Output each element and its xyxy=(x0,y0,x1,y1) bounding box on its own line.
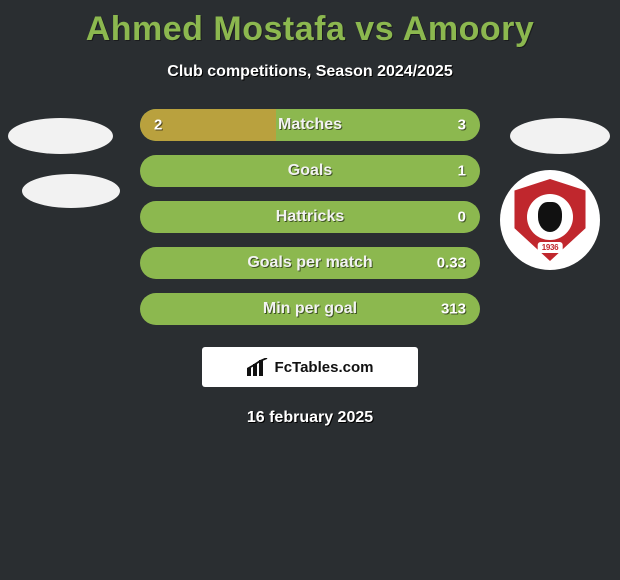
subtitle: Club competitions, Season 2024/2025 xyxy=(0,63,620,81)
stat-row: Min per goal 313 xyxy=(140,293,480,325)
player-right-avatar xyxy=(510,118,610,154)
stat-row: Goals 1 xyxy=(140,155,480,187)
player-left-club-avatar xyxy=(22,174,120,208)
stat-metric-label: Goals xyxy=(288,162,332,180)
stat-value-right: 1 xyxy=(458,163,466,180)
stat-metric-label: Matches xyxy=(278,116,342,134)
footer-brand-badge: FcTables.com xyxy=(202,347,418,387)
player-left-avatar xyxy=(8,118,113,154)
page-title: Ahmed Mostafa vs Amoory xyxy=(0,0,620,49)
stat-value-right: 3 xyxy=(458,117,466,134)
stat-row: Hattricks 0 xyxy=(140,201,480,233)
stat-metric-label: Min per goal xyxy=(263,300,357,318)
stat-metric-label: Goals per match xyxy=(247,254,372,272)
club-year: 1936 xyxy=(538,242,563,253)
stat-value-right: 313 xyxy=(441,301,466,318)
player-right-club-badge: 1936 xyxy=(500,170,600,270)
shield-icon: 1936 xyxy=(513,179,587,261)
stat-metric-label: Hattricks xyxy=(276,208,344,226)
date-text: 16 february 2025 xyxy=(0,409,620,427)
stat-value-right: 0.33 xyxy=(437,255,466,272)
stat-value-left: 2 xyxy=(154,117,162,134)
stat-row: 2 Matches 3 xyxy=(140,109,480,141)
bars-icon xyxy=(247,358,269,376)
stat-row: Goals per match 0.33 xyxy=(140,247,480,279)
stat-value-right: 0 xyxy=(458,209,466,226)
footer-brand-text: FcTables.com xyxy=(275,359,374,376)
